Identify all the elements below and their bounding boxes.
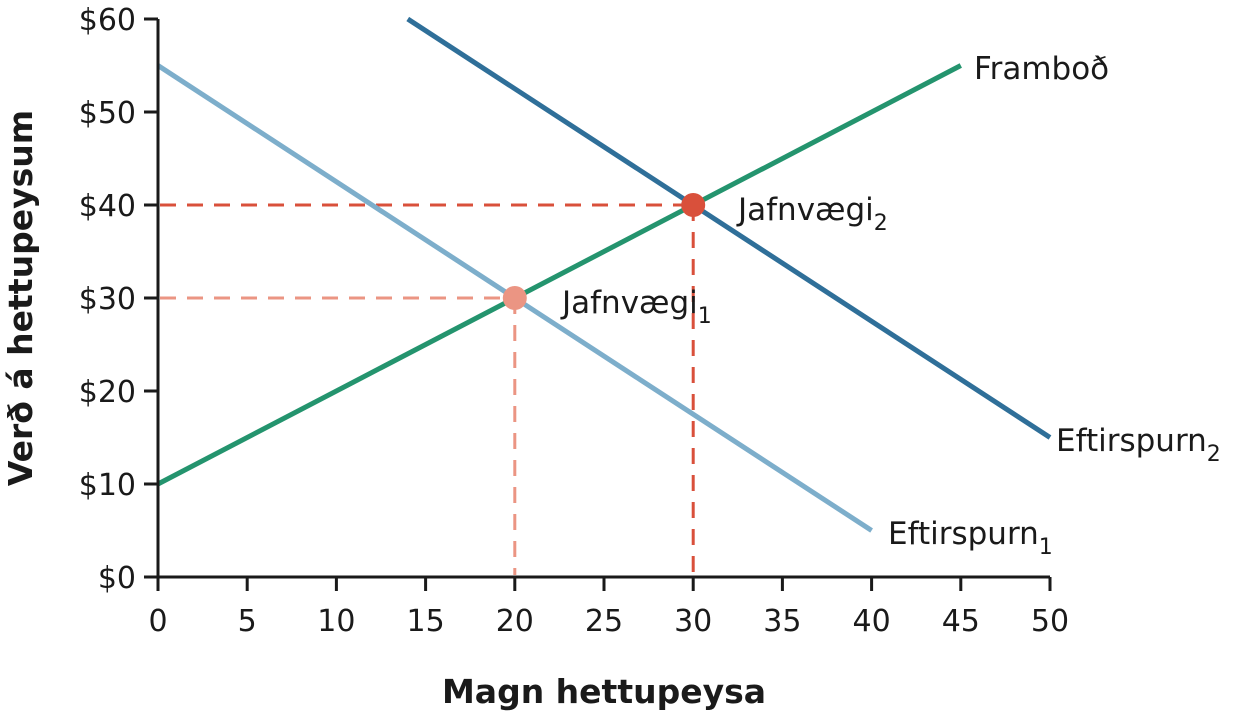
- x-tick-label-40: 40: [853, 604, 891, 639]
- x-tick-label-35: 35: [763, 604, 801, 639]
- y-tick-label-30: $30: [79, 282, 136, 317]
- supply-label: Framboð: [974, 51, 1109, 87]
- equilibrium-1-label: Jafnvægi1: [560, 285, 712, 329]
- y-tick-label-60: $60: [79, 3, 136, 38]
- y-tick-label-20: $20: [79, 375, 136, 410]
- demand-2-line: [406, 16, 1052, 440]
- y-ticks: $0 $10 $20 $30 $40 $50 $60: [79, 3, 158, 596]
- x-tick-label-30: 30: [674, 604, 712, 639]
- y-tick-label-40: $40: [79, 189, 136, 224]
- equilibrium-2-point: [681, 193, 706, 217]
- supply-line: [156, 63, 962, 487]
- equilibrium-2-label: Jafnvægi2: [736, 192, 888, 236]
- y-axis-title: Verð á hettupeysum: [1, 110, 40, 486]
- y-tick-label-0: $0: [98, 561, 136, 596]
- y-tick-label-10: $10: [79, 468, 136, 503]
- demand-1-label: Eftirspurn1: [888, 516, 1053, 560]
- x-tick-label-50: 50: [1031, 604, 1069, 639]
- x-tick-label-45: 45: [942, 604, 980, 639]
- x-tick-label-25: 25: [585, 604, 623, 639]
- equilibrium-1-point: [502, 286, 527, 310]
- x-axis-title: Magn hettupeysa: [442, 672, 766, 711]
- series-lines: [156, 16, 1052, 533]
- equilibrium-points: [502, 193, 706, 310]
- equilibrium-guides: [160, 203, 695, 575]
- x-tick-label-20: 20: [496, 604, 534, 639]
- demand-2-label: Eftirspurn2: [1056, 423, 1221, 467]
- y-tick-label-50: $50: [79, 96, 136, 131]
- x-tick-label-15: 15: [407, 604, 445, 639]
- x-tick-label-0: 0: [148, 604, 167, 639]
- x-tick-label-10: 10: [317, 604, 355, 639]
- x-ticks: 0 5 10 15 20 25 30 35 40 45 50: [148, 577, 1069, 639]
- x-tick-label-5: 5: [238, 604, 257, 639]
